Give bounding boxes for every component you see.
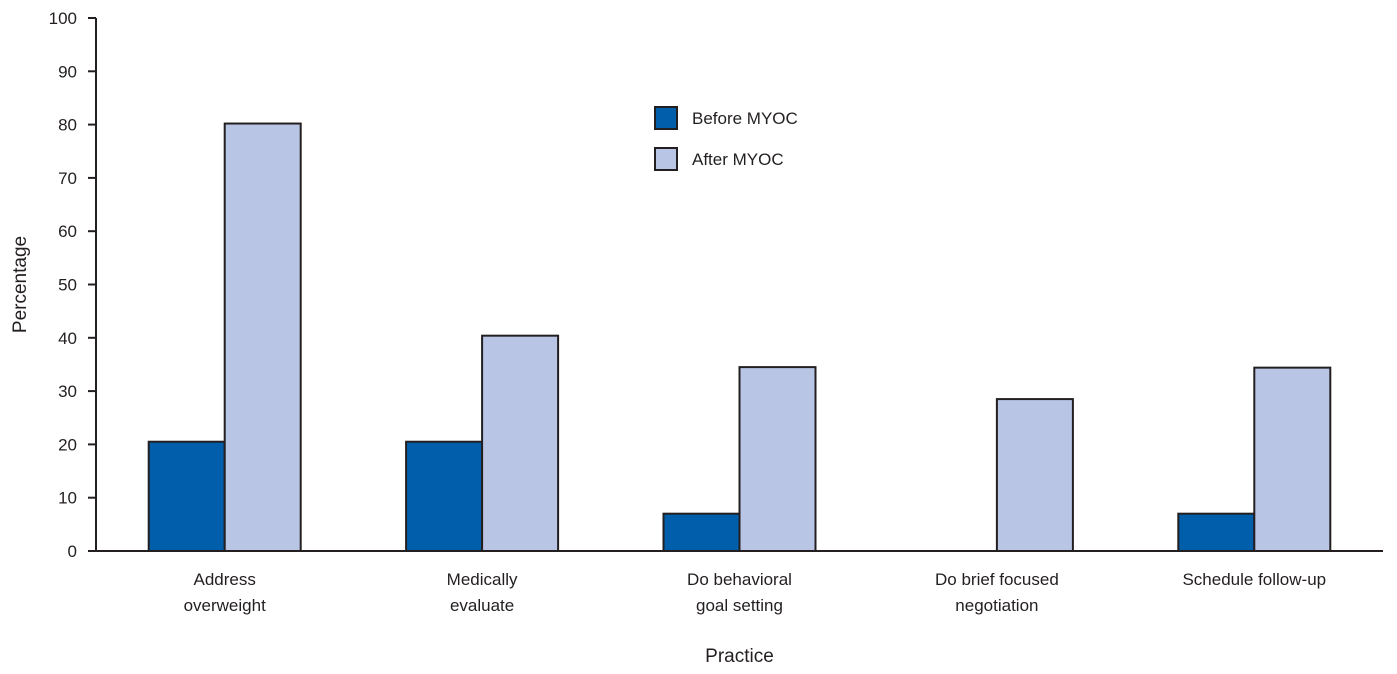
x-tick-label: Medically evaluate (447, 570, 518, 615)
x-tick-label: Address overweight (184, 570, 266, 615)
y-axis-ticks: 0 10 20 30 40 50 60 70 80 90 100 (49, 9, 96, 561)
bar-before-myoc (662, 512, 741, 553)
y-tick-label: 90 (58, 62, 77, 81)
y-tick-label: 10 (58, 489, 77, 508)
y-tick-label: 60 (58, 222, 77, 241)
legend-swatch (654, 147, 678, 171)
x-axis-tick-labels: Address overweight Medically evaluate Do beh… (184, 570, 1327, 615)
legend: Before MYOC After MYOC (654, 106, 798, 171)
bar-after-myoc (1253, 366, 1332, 553)
x-tick-label: Do behavioral goal setting (687, 570, 792, 615)
bar-after-myoc (995, 398, 1074, 552)
legend-label: Before MYOC (692, 109, 798, 128)
x-tick-label: Do brief focused negotiation (935, 570, 1059, 615)
y-tick-label: 100 (49, 9, 77, 28)
legend-label: After MYOC (692, 150, 784, 169)
bars (147, 122, 1332, 553)
y-tick-label: 20 (58, 435, 77, 454)
y-tick-label: 40 (58, 329, 77, 348)
bar-before-myoc (405, 440, 484, 552)
bar-after-myoc (481, 334, 560, 552)
y-tick-label: 50 (58, 276, 77, 295)
x-tick-label: Schedule follow-up (1182, 570, 1326, 589)
legend-swatch (654, 106, 678, 130)
bar-after-myoc (223, 122, 302, 552)
bar-before-myoc (1177, 512, 1256, 553)
y-tick-label: 70 (58, 169, 77, 188)
y-tick-label: 80 (58, 116, 77, 135)
bar-before-myoc (147, 440, 226, 552)
y-axis-title: Percentage (10, 236, 31, 333)
y-tick-label: 0 (68, 542, 77, 561)
bar-after-myoc (738, 366, 817, 552)
x-axis-title: Practice (705, 646, 774, 667)
y-tick-label: 30 (58, 382, 77, 401)
